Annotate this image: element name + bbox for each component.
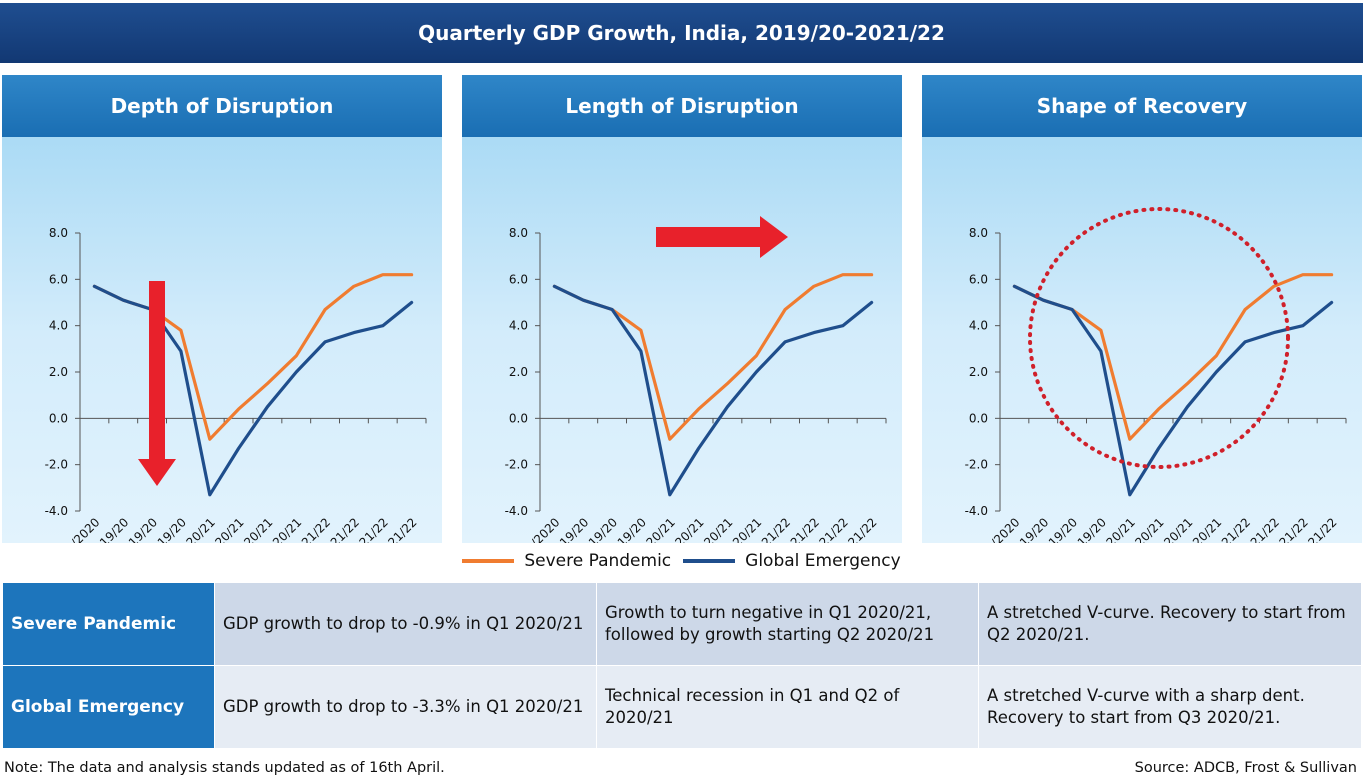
x-tick-label: Q1 2019/2020	[32, 515, 103, 543]
chart-shape: 8.06.04.02.00.0-2.0-4.0Q1 2019/2020Q2 20…	[952, 207, 1347, 543]
y-tick-label: 4.0	[509, 319, 528, 333]
y-tick-label: 6.0	[969, 272, 988, 286]
chart-depth: 8.06.04.02.00.0-2.0-4.0Q1 2019/2020Q2 20…	[32, 226, 427, 543]
y-tick-label: 0.0	[969, 411, 988, 425]
panel-shape: Shape of Recovery 8.0 6.0 4.0 2.0 0.0 -2.0 -4.…	[922, 75, 1362, 543]
legend: Severe Pandemic Global Emergency	[0, 548, 1363, 574]
y-tick-label: 4.0	[969, 319, 988, 333]
panel-title: Length of Disruption	[462, 75, 902, 137]
x-tick-label: Q1 2019/2020	[492, 515, 563, 543]
legend-swatch-global	[683, 559, 736, 563]
row-label: Global Emergency	[2, 665, 215, 749]
red-arrow-right-icon	[656, 216, 788, 258]
panel-title: Depth of Disruption	[2, 75, 442, 137]
y-tick-label: 8.0	[49, 226, 68, 240]
x-tick-label: Q1 2019/2020	[952, 515, 1023, 543]
chart-length: 8.06.04.02.00.0-2.0-4.0Q1 2019/2020Q2 20…	[492, 216, 887, 543]
table-row: Global Emergency GDP growth to drop to -…	[2, 665, 1362, 749]
y-tick-label: 6.0	[49, 272, 68, 286]
table-cell: Growth to turn negative in Q1 2020/21, f…	[596, 582, 979, 666]
series-line-severe-pandemic	[92, 273, 414, 441]
panel-length: Length of Disruption 8.0 6.0 4.0 2.0 0.0 -2.0…	[462, 75, 902, 543]
y-tick-label: 0.0	[509, 411, 528, 425]
table-cell: GDP growth to drop to -3.3% in Q1 2020/2…	[214, 665, 597, 749]
y-tick-label: 0.0	[49, 411, 68, 425]
series-line-severe-pandemic	[552, 273, 874, 441]
series-line-global-emergency	[552, 284, 874, 497]
table-cell: A stretched V-curve. Recovery to start f…	[978, 582, 1362, 666]
dotted-circle-highlight	[1028, 207, 1290, 469]
legend-label: Severe Pandemic	[524, 551, 672, 571]
table-cell: A stretched V-curve with a sharp dent. R…	[978, 665, 1362, 749]
y-tick-label: -2.0	[505, 458, 528, 472]
y-tick-label: 8.0	[969, 226, 988, 240]
panel-depth: Depth of Disruption 8.0 6.0 4.0 2.0 0.0 -2.0 -…	[2, 75, 442, 543]
table-cell: Technical recession in Q1 and Q2 of 2020…	[596, 665, 979, 749]
y-tick-label: 6.0	[509, 272, 528, 286]
red-arrow-down-icon	[138, 281, 176, 486]
y-tick-label: 4.0	[49, 319, 68, 333]
table-cell: GDP growth to drop to -0.9% in Q1 2020/2…	[214, 582, 597, 666]
y-tick-label: 8.0	[509, 226, 528, 240]
row-label: Severe Pandemic	[2, 582, 215, 666]
legend-label: Global Emergency	[745, 551, 901, 571]
y-tick-label: -2.0	[965, 458, 988, 472]
y-tick-label: -4.0	[45, 504, 68, 518]
panel-title: Shape of Recovery	[922, 75, 1362, 137]
series-line-global-emergency	[92, 284, 414, 497]
y-tick-label: 2.0	[969, 365, 988, 379]
table-row: Severe Pandemic GDP growth to drop to -0…	[2, 582, 1362, 666]
y-tick-label: -4.0	[965, 504, 988, 518]
main-title: Quarterly GDP Growth, India, 2019/20-202…	[0, 3, 1363, 63]
series-line-global-emergency	[1012, 284, 1334, 497]
legend-item-severe: Severe Pandemic	[462, 551, 671, 571]
series-line-severe-pandemic	[1012, 273, 1334, 441]
source-note: Source: ADCB, Frost & Sullivan	[1134, 760, 1357, 776]
legend-item-global: Global Emergency	[683, 551, 901, 571]
y-tick-label: 2.0	[509, 365, 528, 379]
y-tick-label: 2.0	[49, 365, 68, 379]
y-tick-label: -4.0	[505, 504, 528, 518]
scenario-table: Severe Pandemic GDP growth to drop to -0…	[2, 582, 1362, 749]
y-tick-label: -2.0	[45, 458, 68, 472]
legend-swatch-severe	[462, 559, 515, 563]
footnote: Note: The data and analysis stands updat…	[4, 760, 445, 776]
